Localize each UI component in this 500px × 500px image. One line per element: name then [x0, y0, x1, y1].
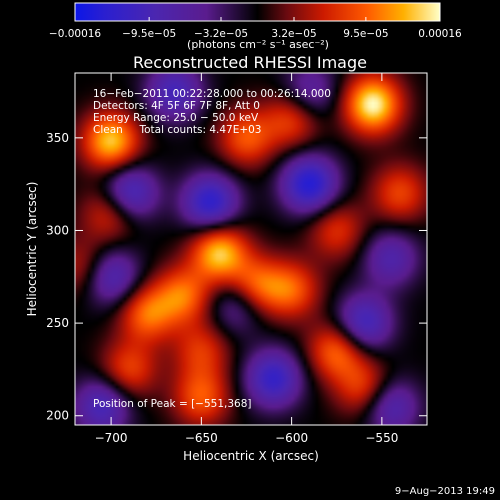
colorbar-tick-label: −3.2e−05	[194, 28, 248, 40]
x-tick-label: −550	[365, 431, 398, 445]
y-tick-label: 200	[46, 409, 69, 423]
colorbar-unit-label: (photons cm⁻² s⁻¹ asec⁻²)	[187, 38, 329, 51]
chart-title: Reconstructed RHESSI Image	[133, 53, 367, 72]
heatmap-image	[75, 73, 427, 425]
x-tick-label: −650	[185, 431, 218, 445]
info-line-counts: Clean Total counts: 4.47E+03	[93, 124, 262, 136]
y-tick-label: 350	[46, 131, 69, 145]
colorbar-tick-label: 0.00016	[418, 28, 462, 40]
colorbar-tick-label: −9.5e−05	[122, 28, 176, 40]
info-line-energy: Energy Range: 25.0 − 50.0 keV	[93, 112, 259, 124]
info-line-detectors: Detectors: 4F 5F 6F 7F 8F, Att 0	[93, 100, 260, 112]
colorbar-tick-label: 3.2e−05	[271, 28, 316, 40]
x-axis-label: Heliocentric X (arcsec)	[183, 449, 319, 463]
colorbar	[74, 2, 441, 22]
axis-ticks: −700 −650 −600 −550 200 250 300 350	[46, 73, 427, 445]
plot-frame	[74, 72, 428, 426]
colorbar-tick-label: 9.5e−05	[343, 28, 388, 40]
colorbar-ticks: −0.00016 −9.5e−05 −3.2e−05 3.2e−05 9.5e−05 0.…	[49, 17, 462, 40]
x-tick-label: −600	[275, 431, 308, 445]
plot-area: −700 −650 −600 −550 200 250 300 350	[46, 72, 428, 445]
y-tick-label: 250	[46, 316, 69, 330]
y-axis-label: Heliocentric Y (arcsec)	[25, 182, 39, 317]
footer-timestamp: 9−Aug−2013 19:49	[395, 486, 495, 497]
info-line-time: 16−Feb−2011 00:22:28.000 to 00:26:14.000	[93, 88, 331, 100]
observation-info: 16−Feb−2011 00:22:28.000 to 00:26:14.000…	[93, 88, 331, 136]
y-tick-label: 300	[46, 223, 69, 237]
peak-position-label: Position of Peak = [−551,368]	[93, 398, 252, 410]
colorbar-tick-label: −0.00016	[49, 28, 102, 40]
x-tick-label: −700	[95, 431, 128, 445]
